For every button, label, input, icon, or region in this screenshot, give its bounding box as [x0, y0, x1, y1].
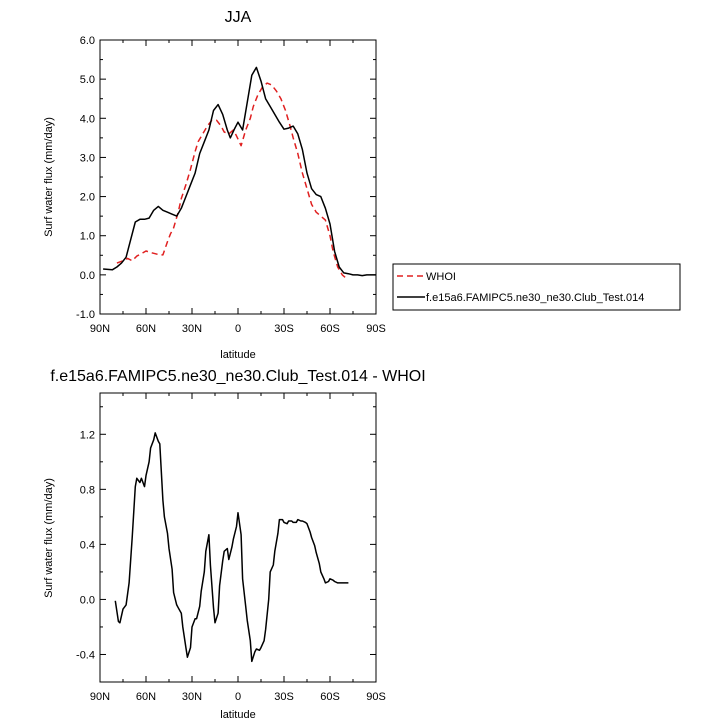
top-x-tick-label: 60S [320, 323, 340, 335]
bottom-y-tick-label: 0.8 [80, 484, 95, 496]
legend-whoi-label: WHOI [426, 271, 456, 283]
top-y-tick-label: 6.0 [80, 35, 95, 47]
bottom-plot-frame [99, 392, 377, 683]
top-y-tick-label: -1.0 [76, 309, 95, 321]
top-x-tick-label: 30N [182, 323, 202, 335]
top-chart-ylabel: Surf water flux (mm/day) [43, 117, 55, 237]
bottom-series-line-0 [114, 432, 349, 663]
bottom-chart-ylabel: Surf water flux (mm/day) [43, 478, 55, 598]
top-y-tick-label: 0.0 [80, 270, 95, 282]
top-series-line-1 [103, 66, 376, 277]
bottom-x-tick-label: 90N [90, 691, 110, 703]
top-x-tick-label: 90S [366, 323, 386, 335]
top-x-tick-label: 0 [235, 323, 241, 335]
bottom-x-tick-label: 60S [320, 691, 340, 703]
top-plot-frame [99, 39, 377, 315]
top-x-tick-label: 60N [136, 323, 156, 335]
bottom-y-tick-label: 0.0 [80, 594, 95, 606]
top-series-line-0 [116, 82, 348, 280]
top-y-tick-label: 1.0 [80, 231, 95, 243]
top-x-tick-label: 90N [90, 323, 110, 335]
bottom-y-tick-label: -0.4 [76, 649, 95, 661]
bottom-chart-xlabel: latitude [220, 709, 255, 721]
bottom-y-tick-label: 1.2 [80, 429, 95, 441]
legend-model-label: f.e15a6.FAMIPC5.ne30_ne30.Club_Test.014 [426, 292, 644, 304]
bottom-x-tick-label: 30N [182, 691, 202, 703]
top-y-tick-label: 4.0 [80, 113, 95, 125]
top-y-tick-label: 2.0 [80, 192, 95, 204]
top-x-tick-label: 30S [274, 323, 294, 335]
bottom-x-tick-label: 60N [136, 691, 156, 703]
legend-box [392, 263, 681, 311]
bottom-x-tick-label: 90S [366, 691, 386, 703]
bottom-y-tick-label: 0.4 [80, 539, 95, 551]
top-y-tick-label: 3.0 [80, 152, 95, 164]
bottom-x-tick-label: 0 [235, 691, 241, 703]
top-chart-xlabel: latitude [220, 349, 255, 361]
top-chart-title: JJA [225, 9, 252, 26]
top-y-tick-label: 5.0 [80, 74, 95, 86]
bottom-chart-title: f.e15a6.FAMIPC5.ne30_ne30.Club_Test.014 … [50, 368, 425, 385]
bottom-x-tick-label: 30S [274, 691, 294, 703]
